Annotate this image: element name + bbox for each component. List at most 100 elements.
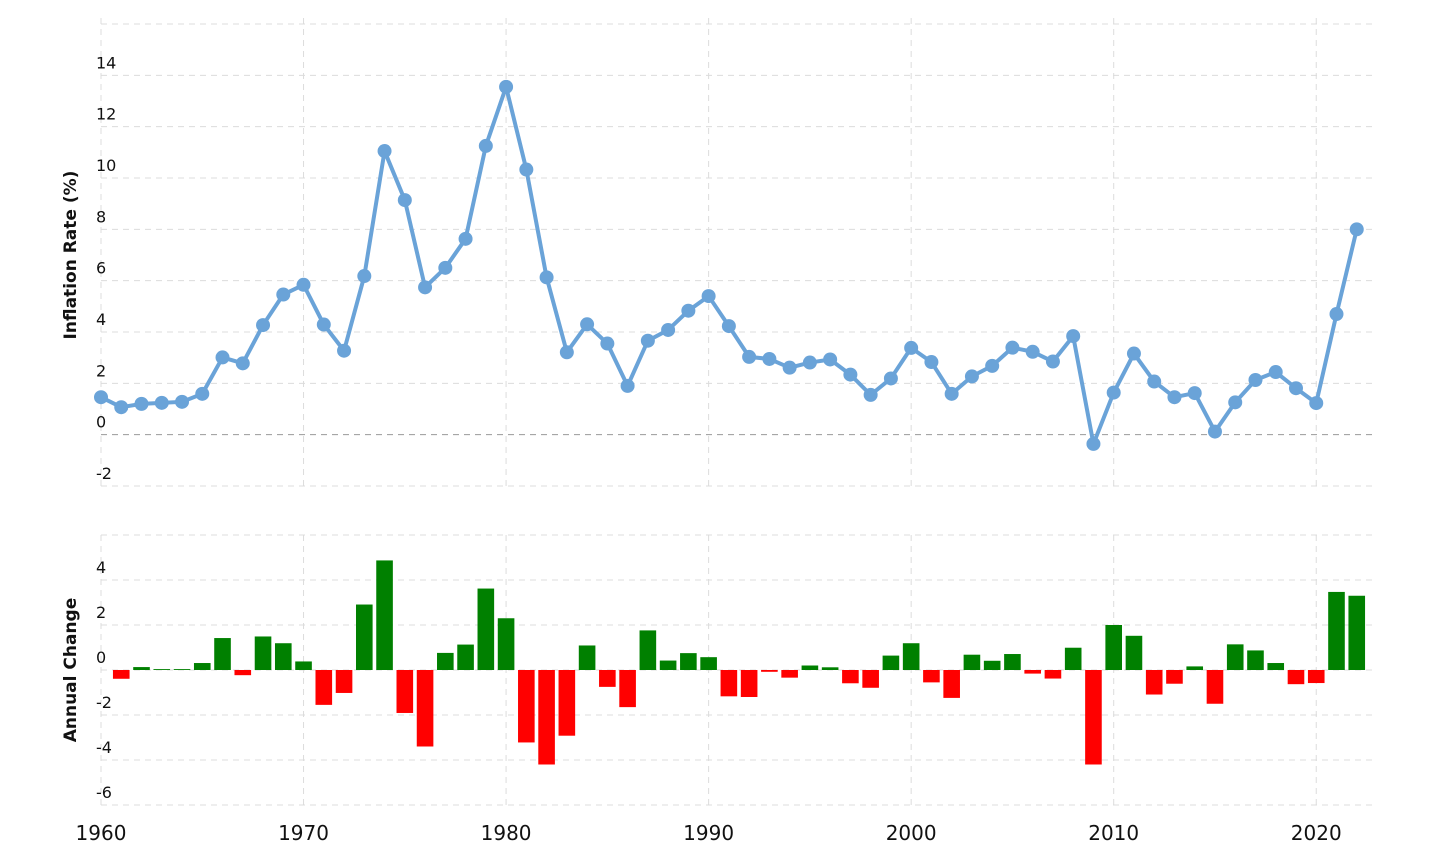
y-tick-label: 14 [96, 53, 116, 72]
y-tick-label: -4 [96, 738, 112, 757]
point [640, 333, 655, 348]
point [924, 355, 939, 370]
point [580, 317, 595, 332]
x-tick-label: 1990 [683, 821, 734, 845]
point [499, 79, 514, 94]
bar [619, 670, 636, 708]
y-tick-label: 12 [96, 105, 116, 124]
y-tick-label: -6 [96, 783, 112, 802]
bar [1166, 670, 1183, 684]
bar [376, 560, 393, 670]
bar [335, 670, 353, 693]
bar [680, 653, 697, 670]
point [742, 349, 757, 364]
x-tick-label: 2020 [1291, 821, 1342, 845]
bar [477, 588, 495, 670]
point [782, 360, 797, 375]
y-tick-label: 6 [96, 259, 106, 278]
point [1207, 424, 1222, 439]
point [802, 355, 817, 370]
point [1288, 381, 1303, 396]
point [721, 319, 736, 334]
y-tick-label: 0 [96, 413, 106, 432]
point [1066, 329, 1081, 344]
bar [781, 670, 798, 678]
point [276, 287, 291, 302]
bar [1004, 654, 1021, 670]
bar [1125, 635, 1143, 670]
point [1147, 374, 1162, 389]
point [1187, 386, 1202, 401]
bar [538, 670, 555, 765]
line [100, 84, 1359, 446]
x-tick-label: 1970 [278, 821, 329, 845]
bar [133, 667, 150, 670]
bar [1085, 670, 1102, 765]
point [1268, 365, 1283, 380]
bar [274, 643, 292, 670]
bar [355, 604, 373, 670]
point [883, 371, 898, 386]
point [377, 144, 392, 159]
bar [416, 670, 434, 747]
bar [1064, 647, 1082, 670]
y-tick-label: -2 [96, 693, 112, 712]
y-tick-label: 8 [96, 207, 106, 226]
point [458, 231, 473, 246]
bar [193, 663, 211, 670]
bar [1206, 670, 1224, 704]
bar [983, 660, 1001, 670]
point [478, 138, 493, 153]
point [296, 277, 311, 292]
bar [902, 643, 920, 670]
y-tick-label: 10 [96, 156, 116, 175]
point [823, 352, 838, 367]
point [1228, 395, 1243, 410]
point [1025, 344, 1040, 359]
bar [396, 670, 414, 713]
point [1349, 222, 1364, 237]
bar [842, 670, 859, 684]
bar [761, 670, 778, 672]
point [154, 395, 169, 410]
bar [1186, 666, 1204, 670]
point [1167, 390, 1182, 405]
point [762, 351, 777, 366]
bar [1328, 591, 1345, 670]
point [1329, 307, 1344, 322]
y-tick-label: 4 [96, 310, 106, 329]
point [600, 336, 615, 351]
bar [821, 667, 839, 670]
y-tick-label: 0 [96, 648, 106, 667]
point [215, 350, 230, 365]
bar [1348, 595, 1366, 670]
point [397, 193, 412, 208]
bar [214, 638, 231, 670]
point [701, 289, 716, 304]
point [316, 317, 331, 332]
bar [700, 657, 717, 670]
point [985, 358, 1000, 373]
bar [1105, 625, 1123, 670]
x-tick-label: 2010 [1088, 821, 1139, 845]
point [1126, 346, 1141, 361]
point [539, 270, 554, 285]
bar [1226, 644, 1244, 670]
bar [1247, 650, 1264, 670]
bar [112, 670, 130, 679]
point [1106, 385, 1121, 400]
bar [173, 669, 191, 670]
bar [659, 660, 677, 670]
bar [1044, 670, 1062, 679]
x-tick-label: 1980 [481, 821, 532, 845]
point [337, 343, 352, 358]
bar [1024, 670, 1041, 674]
y-axis-label: Inflation Rate (%) [61, 171, 81, 340]
bar [558, 670, 576, 736]
bar [1145, 670, 1163, 695]
bar [801, 665, 819, 670]
point [620, 378, 635, 393]
bar [497, 618, 515, 670]
bar [923, 670, 940, 683]
